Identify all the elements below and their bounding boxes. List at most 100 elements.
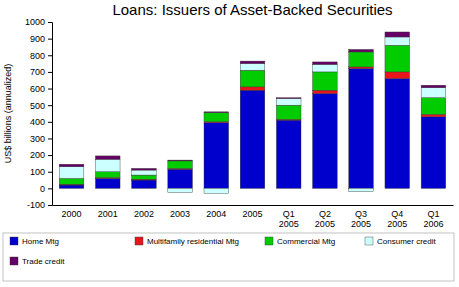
bar: [349, 188, 374, 191]
y-tick: 200: [30, 150, 52, 160]
y-tick: 300: [30, 134, 52, 144]
bar: [349, 67, 374, 69]
y-tick-label: 1000: [25, 17, 45, 27]
bar: [276, 105, 301, 119]
bar: [240, 87, 265, 90]
bar: [349, 52, 374, 67]
bar: [421, 98, 446, 115]
bar: [132, 175, 157, 179]
y-tick-mark: [48, 89, 52, 90]
bar: [132, 170, 157, 175]
bar: [421, 117, 446, 189]
x-tick: 2000: [62, 205, 82, 219]
chart: Loans: Issuers of Asset-Backed Securitie…: [0, 0, 459, 287]
x-tick-label: 2001: [98, 209, 118, 219]
y-tick: 500: [30, 101, 52, 111]
bar: [59, 164, 84, 166]
bar: [313, 64, 338, 71]
legend-frame: [3, 233, 454, 281]
y-tick: 600: [30, 84, 52, 94]
bar: [313, 94, 338, 189]
y-axis: -100 0 100 200 300 400 500 600 700 800 900 1000: [25, 17, 53, 210]
y-tick-mark: [48, 155, 52, 156]
x-tick: Q32005: [351, 205, 371, 229]
y-tick-label: 100: [30, 167, 45, 177]
x-tick-label: 2000: [62, 209, 82, 219]
y-tick-mark: [48, 72, 52, 73]
bar: [95, 178, 120, 188]
bar: [385, 45, 410, 72]
legend-swatch: [135, 237, 143, 245]
x-tick: 2005: [242, 205, 262, 219]
bar: [204, 188, 229, 193]
x-tick-label: 2005: [242, 209, 262, 219]
x-tick-label: 2003: [170, 209, 190, 219]
x-tick: Q22005: [315, 205, 335, 229]
y-tick: 800: [30, 51, 52, 61]
bar: [421, 114, 446, 116]
legend-label: Trade credit: [22, 257, 65, 266]
y-tick: 0: [40, 184, 52, 194]
x-tick: 2003: [170, 205, 190, 219]
y-tick: -100: [27, 200, 52, 210]
y-tick-label: 800: [30, 51, 45, 61]
y-tick-mark: [48, 205, 52, 206]
bar: [349, 49, 374, 51]
title: Loans: Issuers of Asset-Backed Securitie…: [112, 1, 392, 18]
bar: [276, 120, 301, 188]
bar: [385, 79, 410, 189]
legend-swatch: [10, 257, 18, 265]
bar: [204, 123, 229, 189]
bar: [95, 172, 120, 178]
y-tick: 1000: [25, 17, 52, 27]
x-tick-label: 2004: [206, 209, 226, 219]
bar: [313, 72, 338, 90]
x-tick: Q12005: [279, 205, 299, 229]
x-tick: Q42005: [387, 205, 407, 229]
x-tick-label: Q12006: [423, 209, 443, 229]
bar: [132, 180, 157, 188]
bar: [240, 64, 265, 71]
y-tick-label: 400: [30, 117, 45, 127]
bar: [59, 185, 84, 188]
x-tick: Q12006: [423, 205, 443, 229]
x-tick-label: Q22005: [315, 209, 335, 229]
bar: [240, 90, 265, 188]
bar: [59, 178, 84, 184]
y-tick: 700: [30, 67, 52, 77]
y-tick-mark: [48, 22, 52, 23]
y-tick-mark: [48, 39, 52, 40]
legend-label: Multifamily residential Mtg: [147, 237, 239, 246]
y-tick-label: 200: [30, 150, 45, 160]
y-tick-label: 700: [30, 67, 45, 77]
y-tick-mark: [48, 55, 52, 56]
legend-item: Multifamily residential Mtg: [135, 237, 239, 246]
bar: [204, 113, 229, 122]
y-tick-label: 500: [30, 101, 45, 111]
bar: [276, 99, 301, 106]
bar: [421, 88, 446, 98]
x-tick: 2002: [134, 205, 154, 219]
bar: [95, 156, 120, 159]
legend-item: Commercial Mtg: [265, 237, 335, 246]
bar: [204, 111, 229, 113]
y-axis-title: US$ billions (annualized): [3, 64, 13, 164]
legend-label: Home Mtg: [22, 237, 59, 246]
bar: [168, 169, 193, 188]
legend-item: Home Mtg: [10, 237, 59, 246]
bar: [240, 70, 265, 87]
x-tick-label: Q42005: [387, 209, 407, 229]
bar: [313, 90, 338, 93]
legend-swatch: [265, 237, 273, 245]
x-tick-label: Q32005: [351, 209, 371, 229]
y-tick: 900: [30, 34, 52, 44]
bar: [385, 37, 410, 45]
y-tick-mark: [48, 172, 52, 173]
bar: [95, 159, 120, 171]
legend-swatch: [365, 237, 373, 245]
y-tick-mark: [48, 188, 52, 189]
bar: [168, 160, 193, 162]
x-axis-line: [53, 205, 454, 206]
bar: [132, 168, 157, 170]
y-tick: 100: [30, 167, 52, 177]
